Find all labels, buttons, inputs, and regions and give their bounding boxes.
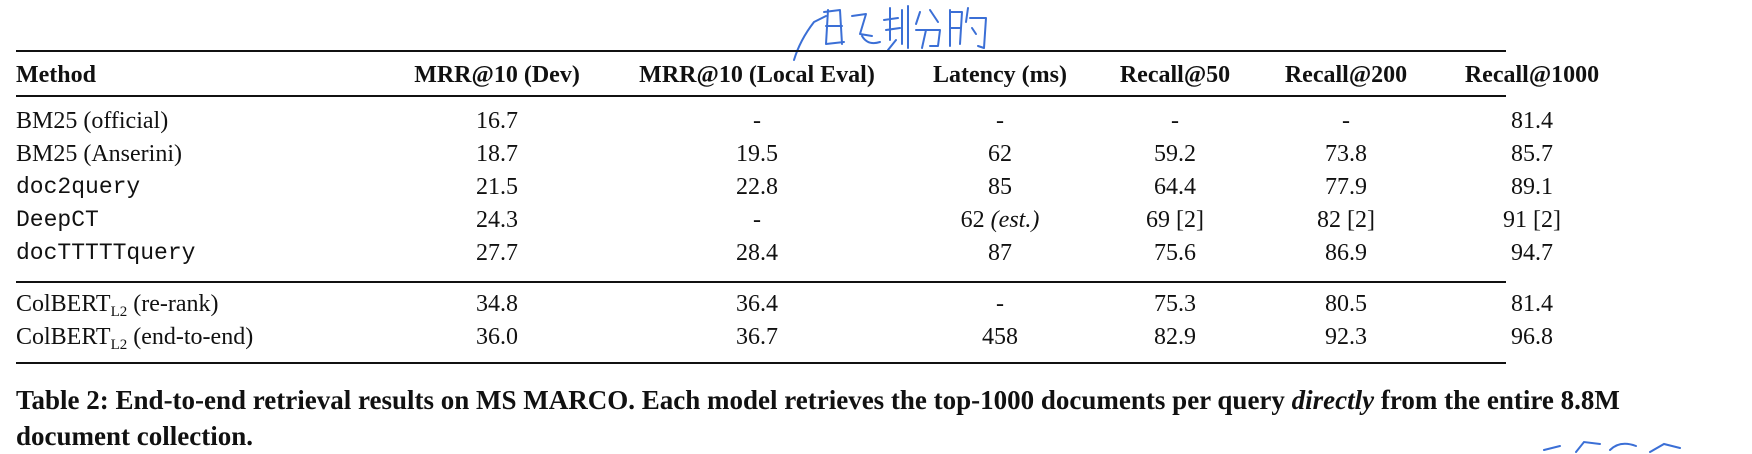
handwritten-mark <box>1543 440 1681 453</box>
table-row: docTTTTTquery 27.7 28.4 87 75.6 86.9 94.… <box>0 236 1752 270</box>
recall-1000-cell: 81.4 <box>1511 291 1553 317</box>
recall-1000-cell: 96.8 <box>1511 324 1553 350</box>
latency-cell: 87 <box>988 240 1012 266</box>
table-row: doc2query 21.5 22.8 85 64.4 77.9 89.1 <box>0 170 1752 204</box>
recall-1000-cell: 89.1 <box>1511 174 1553 200</box>
mrr-local-cell: 36.7 <box>736 324 778 350</box>
latency-cell: 85 <box>988 174 1012 200</box>
method-cell: BM25 (Anserini) <box>16 141 182 167</box>
table-header-rule <box>16 95 1506 97</box>
recall-200-cell: 77.9 <box>1325 174 1367 200</box>
latency-cell: 458 <box>982 324 1018 350</box>
recall-50-cell: 69 [2] <box>1146 207 1204 233</box>
recall-200-cell: 86.9 <box>1325 240 1367 266</box>
recall-200-cell: 92.3 <box>1325 324 1367 350</box>
table-top-rule <box>16 50 1506 52</box>
recall-200-cell: 82 [2] <box>1317 207 1375 233</box>
recall-50-cell: 64.4 <box>1154 174 1196 200</box>
latency-value: 62 <box>960 207 985 233</box>
recall-1000-cell: 85.7 <box>1511 141 1553 167</box>
recall-50-cell: 59.2 <box>1154 141 1196 167</box>
header-recall-200: Recall@200 <box>1284 62 1408 88</box>
recall-1000-cell: 81.4 <box>1511 108 1553 134</box>
mrr-local-cell: 36.4 <box>736 291 778 317</box>
mrr-dev-cell: 16.7 <box>476 108 518 134</box>
table-caption: Table 2: End-to-end retrieval results on… <box>16 382 1716 454</box>
header-mrr-local: MRR@10 (Local Eval) <box>639 62 875 88</box>
caption-text-start: Table 2: End-to-end retrieval results on… <box>16 385 1292 415</box>
table-row: ColBERTL2 (end-to-end) 36.0 36.7 458 82.… <box>0 320 1752 354</box>
method-suffix: (re-rank) <box>127 291 219 317</box>
method-cell: BM25 (official) <box>16 108 169 134</box>
method-cell: ColBERTL2 (re-rank) <box>16 287 219 329</box>
method-suffix: (end-to-end) <box>127 324 254 350</box>
mrr-dev-cell: 27.7 <box>476 240 518 266</box>
recall-50-cell: - <box>1171 108 1179 134</box>
latency-cell: 62 <box>988 141 1012 167</box>
method-cell: doc2query <box>16 174 141 200</box>
header-method: Method <box>16 62 96 88</box>
header-recall-50: Recall@50 <box>1119 62 1231 88</box>
handwritten-annotation <box>793 5 987 61</box>
method-cell: ColBERTL2 (end-to-end) <box>16 320 253 362</box>
mrr-dev-cell: 21.5 <box>476 174 518 200</box>
method-subscript: L2 <box>110 304 128 320</box>
recall-200-cell: 80.5 <box>1325 291 1367 317</box>
method-base: ColBERT <box>16 291 111 317</box>
method-cell: docTTTTTquery <box>16 240 196 266</box>
latency-cell: 62 (est.) <box>961 203 1040 237</box>
method-cell: DeepCT <box>16 207 99 233</box>
recall-50-cell: 82.9 <box>1154 324 1196 350</box>
recall-50-cell: 75.6 <box>1154 240 1196 266</box>
header-recall-1000: Recall@1000 <box>1464 62 1600 88</box>
latency-cell: - <box>996 291 1004 317</box>
method-base: ColBERT <box>16 324 111 350</box>
method-subscript: L2 <box>110 337 128 353</box>
table-row: DeepCT 24.3 - 62 (est.) 69 [2] 82 [2] 91… <box>0 203 1752 237</box>
header-latency: Latency (ms) <box>933 62 1067 88</box>
mrr-local-cell: 19.5 <box>736 141 778 167</box>
mrr-local-cell: 22.8 <box>736 174 778 200</box>
caption-text-end: from the entire 8.8M document collection… <box>16 385 1620 451</box>
header-mrr-dev: MRR@10 (Dev) <box>414 62 580 88</box>
recall-200-cell: - <box>1342 108 1350 134</box>
table-row: ColBERTL2 (re-rank) 34.8 36.4 - 75.3 80.… <box>0 287 1752 321</box>
mrr-local-cell: 28.4 <box>736 240 778 266</box>
table-group-rule <box>16 281 1506 283</box>
recall-200-cell: 73.8 <box>1325 141 1367 167</box>
mrr-dev-cell: 24.3 <box>476 207 518 233</box>
mrr-dev-cell: 34.8 <box>476 291 518 317</box>
mrr-dev-cell: 18.7 <box>476 141 518 167</box>
latency-estimate-note: (est.) <box>990 207 1040 233</box>
mrr-local-cell: - <box>753 108 761 134</box>
recall-1000-cell: 91 [2] <box>1503 207 1561 233</box>
caption-emphasis: directly <box>1291 385 1375 415</box>
table-bottom-rule <box>16 362 1506 364</box>
latency-cell: - <box>996 108 1004 134</box>
recall-50-cell: 75.3 <box>1154 291 1196 317</box>
table-header-row: Method MRR@10 (Dev) MRR@10 (Local Eval) … <box>0 58 1752 92</box>
table-row: BM25 (Anserini) 18.7 19.5 62 59.2 73.8 8… <box>0 137 1752 171</box>
mrr-local-cell: - <box>753 207 761 233</box>
table-row: BM25 (official) 16.7 - - - - 81.4 <box>0 104 1752 138</box>
mrr-dev-cell: 36.0 <box>476 324 518 350</box>
recall-1000-cell: 94.7 <box>1511 240 1553 266</box>
